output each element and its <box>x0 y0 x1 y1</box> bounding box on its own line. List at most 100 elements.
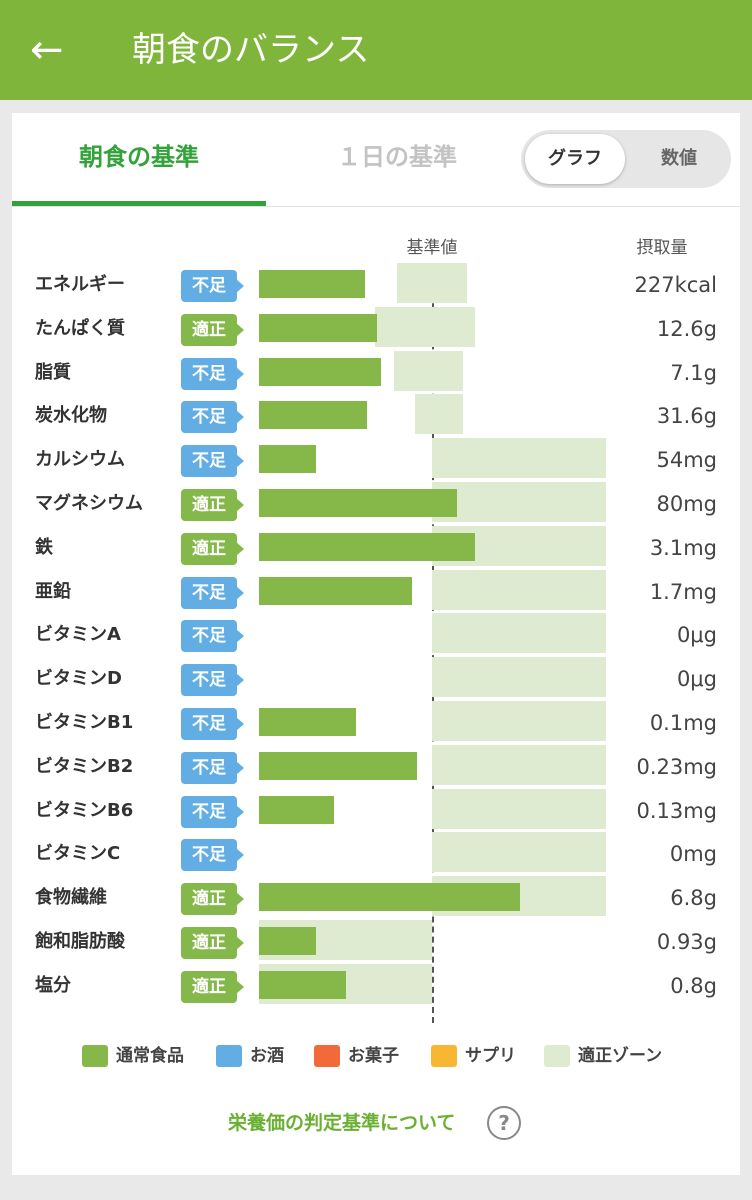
nutrient-row: ビタミンC 不足 0mg <box>12 832 740 876</box>
nutrient-row: ビタミンB6 不足 0.13mg <box>12 788 740 833</box>
nutrient-label: 食物繊維 <box>35 887 107 909</box>
status-badge: 適正 <box>181 970 244 1003</box>
nutrient-row: たんぱく質 適正 12.6g <box>12 306 740 351</box>
legend-swatch <box>82 1045 108 1067</box>
status-badge: 不足 <box>181 270 244 302</box>
app-bar: ← 朝食のバランス <box>0 0 752 100</box>
tab-divider <box>12 206 740 207</box>
intake-value: 1.7mg <box>649 579 717 604</box>
intake-bar <box>259 970 346 999</box>
nutrient-row: 炭水化物 不足 31.6g <box>12 394 740 438</box>
nutrient-row: ビタミンB1 不足 0.1mg <box>12 701 740 745</box>
status-badge: 適正 <box>181 532 244 565</box>
balance-card: 朝食の基準 １日の基準 グラフ 数値 基準値 摂取量 エネルギー 不足 227kca… <box>12 113 740 1175</box>
legend-label: お菓子 <box>348 1046 399 1066</box>
toggle-numbers-button[interactable]: 数値 <box>661 148 697 169</box>
status-badge: 適正 <box>181 927 244 959</box>
legend: 通常食品 お酒 お菓子 サプリ 適正ゾーン <box>12 1041 740 1071</box>
nutrient-row: ビタミンD 不足 0μg <box>12 657 740 701</box>
status-badge: 不足 <box>181 795 244 828</box>
nutrient-label: マグネシウム <box>35 493 143 514</box>
nutrient-label: ビタミンA <box>35 624 121 646</box>
tab-daily-standard[interactable]: １日の基準 <box>337 143 457 171</box>
intake-value: 80mg <box>656 492 717 516</box>
legend-label: 適正ゾーン <box>578 1046 663 1066</box>
appropriate-zone <box>414 394 464 435</box>
appropriate-zone <box>432 569 606 610</box>
intake-value: 54mg <box>656 448 717 473</box>
status-badge: 不足 <box>181 620 244 653</box>
page-title: 朝食のバランス <box>132 30 370 70</box>
nutrient-row: ビタミンA 不足 0μg <box>12 613 740 657</box>
nutrient-row: 脂質 不足 7.1g <box>12 350 740 395</box>
intake-bar <box>259 708 357 736</box>
intake-value: 227kcal <box>634 273 718 297</box>
status-badge: 不足 <box>181 401 244 434</box>
toggle-graph-button[interactable]: グラフ <box>525 134 625 184</box>
nutrient-row: 飽和脂肪酸 適正 0.93g <box>12 920 740 964</box>
intake-bar <box>259 313 378 342</box>
judgement-criteria-text[interactable]: 栄養価の判定基準について <box>228 1112 456 1134</box>
status-badge: 不足 <box>181 357 244 390</box>
tab-breakfast-standard[interactable]: 朝食の基準 <box>79 143 199 171</box>
intake-bar <box>259 576 413 605</box>
appropriate-zone <box>374 306 476 347</box>
intake-bar <box>259 270 366 298</box>
standard-header: 基準値 <box>406 238 458 258</box>
legend-label: お酒 <box>250 1046 284 1066</box>
intake-value: 0.13mg <box>636 798 717 823</box>
status-badge: 適正 <box>181 883 244 916</box>
legend-swatch <box>314 1045 340 1067</box>
nutrient-label: ビタミンD <box>35 668 122 690</box>
status-badge: 不足 <box>181 576 244 609</box>
nutrient-label: エネルギー <box>35 274 125 295</box>
intake-value: 3.1mg <box>649 535 717 560</box>
appropriate-zone <box>432 744 606 785</box>
intake-bar <box>259 751 418 780</box>
appropriate-zone <box>432 788 606 829</box>
nutrient-row: 食物繊維 適正 6.8g <box>12 876 740 920</box>
intake-bar <box>259 489 458 517</box>
appropriate-zone <box>432 832 606 873</box>
intake-value: 0mg <box>669 842 717 867</box>
appropriate-zone <box>432 482 606 522</box>
nutrient-label: カルシウム <box>35 449 125 471</box>
back-arrow-icon[interactable]: ← <box>30 27 64 73</box>
help-icon[interactable]: ? <box>487 1106 521 1140</box>
nutrient-row: カルシウム 不足 54mg <box>12 438 740 482</box>
status-badge: 不足 <box>181 664 244 697</box>
intake-value: 0μg <box>676 667 717 692</box>
judgement-criteria-link[interactable]: 栄養価の判定基準について ? <box>12 1103 740 1143</box>
status-badge: 適正 <box>181 489 244 521</box>
nutrient-label: 飽和脂肪酸 <box>35 931 125 952</box>
intake-value: 0.93g <box>656 930 717 954</box>
nutrient-row: マグネシウム 適正 80mg <box>12 482 740 526</box>
nutrient-row: 塩分 適正 0.8g <box>12 963 740 1008</box>
status-badge: 不足 <box>181 708 244 740</box>
legend-label: サプリ <box>465 1046 516 1066</box>
intake-value: 0μg <box>676 623 717 648</box>
appropriate-zone <box>393 350 464 391</box>
intake-bar <box>259 357 381 386</box>
nutrient-label: たんぱく質 <box>35 317 125 339</box>
intake-bar <box>259 445 317 474</box>
active-tab-indicator <box>12 201 266 206</box>
status-badge: 不足 <box>181 445 244 478</box>
appropriate-zone <box>432 438 606 479</box>
intake-value: 0.8g <box>670 973 717 998</box>
status-badge: 不足 <box>181 839 244 872</box>
nutrient-row: ビタミンB2 不足 0.23mg <box>12 744 740 789</box>
appropriate-zone <box>397 263 467 303</box>
intake-value: 7.1g <box>670 360 717 385</box>
appropriate-zone <box>432 657 606 698</box>
nutrient-label: 亜鉛 <box>35 580 71 602</box>
intake-bar <box>259 927 317 955</box>
nutrient-label: ビタミンC <box>35 843 121 865</box>
status-badge: 不足 <box>181 751 244 784</box>
status-badge: 適正 <box>181 313 244 346</box>
view-toggle[interactable]: グラフ 数値 <box>521 130 731 188</box>
intake-value: 0.23mg <box>636 754 717 779</box>
nutrient-label: ビタミンB1 <box>35 712 134 733</box>
appropriate-zone <box>432 701 606 741</box>
legend-label: 通常食品 <box>116 1046 184 1066</box>
